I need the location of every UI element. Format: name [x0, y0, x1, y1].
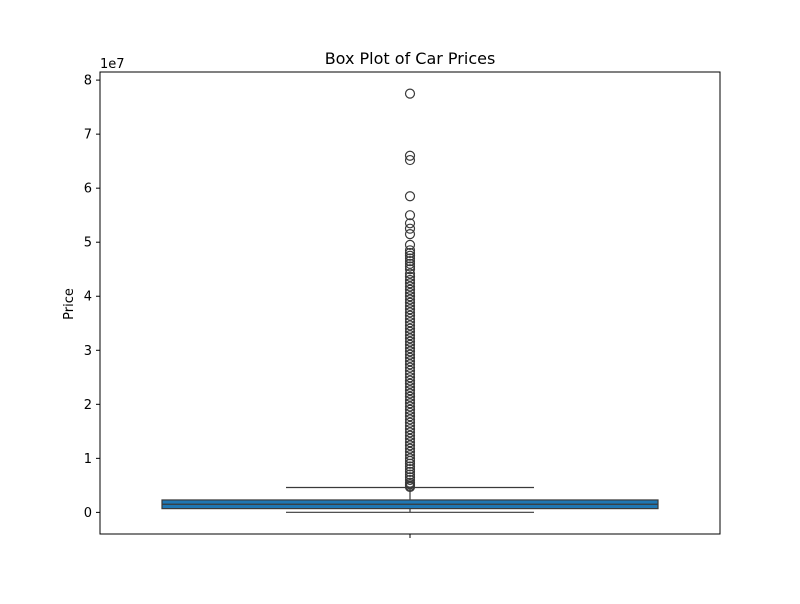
outlier-point	[404, 307, 416, 318]
outlier-point	[404, 378, 416, 389]
outlier-point	[404, 278, 416, 289]
outlier-point	[404, 313, 416, 325]
y-tick-label: 8	[84, 74, 92, 89]
outlier-point	[404, 404, 416, 415]
outlier-point	[404, 330, 416, 341]
outlier-point	[404, 291, 416, 302]
outlier-point	[404, 317, 416, 328]
outlier-point	[404, 385, 416, 396]
outlier-point	[404, 455, 416, 467]
outlier-point	[404, 398, 416, 409]
outlier-point	[404, 229, 416, 240]
outlier-point	[404, 430, 416, 441]
outlier-point	[404, 359, 416, 370]
outlier-point	[404, 375, 416, 386]
y-tick-label: 3	[84, 344, 92, 359]
outlier-point	[404, 411, 416, 422]
outlier-point	[404, 469, 416, 480]
outlier-point	[404, 320, 416, 331]
outlier-point	[404, 210, 416, 221]
outlier-point	[404, 247, 416, 259]
outlier-point	[404, 218, 416, 229]
outlier-point	[404, 474, 416, 486]
outlier-point	[404, 401, 416, 412]
y-axis-label: Price	[62, 288, 77, 320]
outlier-point	[404, 258, 416, 269]
outlier-point	[404, 281, 416, 292]
outlier-point	[404, 443, 416, 454]
outlier-point	[404, 352, 416, 363]
outlier-point	[404, 388, 416, 399]
outlier-point	[404, 274, 416, 286]
outlier-point	[404, 417, 416, 428]
outlier-point	[404, 264, 416, 275]
outlier-point	[404, 407, 416, 419]
y-tick-label: 2	[84, 398, 92, 413]
outlier-point	[404, 481, 416, 493]
outlier-point	[404, 440, 416, 451]
outlier-point	[404, 191, 416, 202]
outlier-point	[404, 294, 416, 305]
outlier-point	[404, 284, 416, 295]
outlier-point	[404, 391, 416, 402]
outlier-point	[404, 300, 416, 312]
outlier-point	[404, 271, 416, 282]
outlier-point	[404, 464, 416, 475]
outlier-point	[404, 414, 416, 425]
y-tick-label: 6	[84, 182, 92, 197]
outlier-point	[404, 253, 416, 264]
y-axis-offset-label: 1e7	[100, 57, 125, 72]
outlier-point	[404, 368, 416, 380]
outlier-point	[404, 437, 416, 448]
outlier-point	[404, 326, 416, 338]
outlier-point	[404, 223, 416, 234]
outlier-point	[404, 239, 416, 251]
outlier-point	[404, 256, 416, 267]
outlier-point	[404, 297, 416, 308]
outlier-point	[404, 287, 416, 299]
outlier-point	[404, 339, 416, 350]
outlier-point	[404, 381, 416, 393]
outlier-point	[404, 458, 416, 469]
y-tick-label: 1	[84, 452, 92, 467]
outlier-point	[404, 349, 416, 360]
outlier-point	[404, 150, 416, 161]
plot-layer	[161, 88, 659, 513]
outlier-point	[404, 304, 416, 315]
outlier-point	[404, 433, 416, 444]
outlier-point	[404, 310, 416, 321]
outlier-point	[404, 245, 416, 256]
outlier-point	[404, 268, 416, 279]
outlier-point	[404, 261, 416, 272]
outlier-point	[404, 336, 416, 347]
y-tick-label: 0	[84, 506, 92, 521]
outlier-point	[404, 333, 416, 344]
outlier-point	[404, 453, 416, 464]
outlier-point	[404, 365, 416, 376]
outlier-point	[404, 461, 416, 472]
outlier-point	[404, 88, 416, 99]
y-tick-label: 7	[84, 128, 92, 143]
outlier-point	[404, 362, 416, 373]
outlier-point	[404, 343, 416, 354]
outlier-point	[404, 424, 416, 435]
outlier-point	[404, 372, 416, 383]
outlier-point	[404, 394, 416, 406]
outlier-point	[404, 355, 416, 367]
outlier-point	[404, 154, 416, 166]
y-tick-label: 5	[84, 236, 92, 251]
outlier-point	[404, 427, 416, 438]
outlier-point	[404, 250, 416, 261]
y-tick-label: 4	[84, 290, 92, 305]
ticks-layer: 0 1 2 3 4 5 6 7 8	[84, 74, 411, 538]
outlier-point	[404, 323, 416, 334]
outlier-point	[404, 420, 416, 432]
chart-title: Box Plot of Car Prices	[325, 49, 496, 68]
outlier-point	[404, 346, 416, 357]
outlier-point	[404, 466, 416, 477]
